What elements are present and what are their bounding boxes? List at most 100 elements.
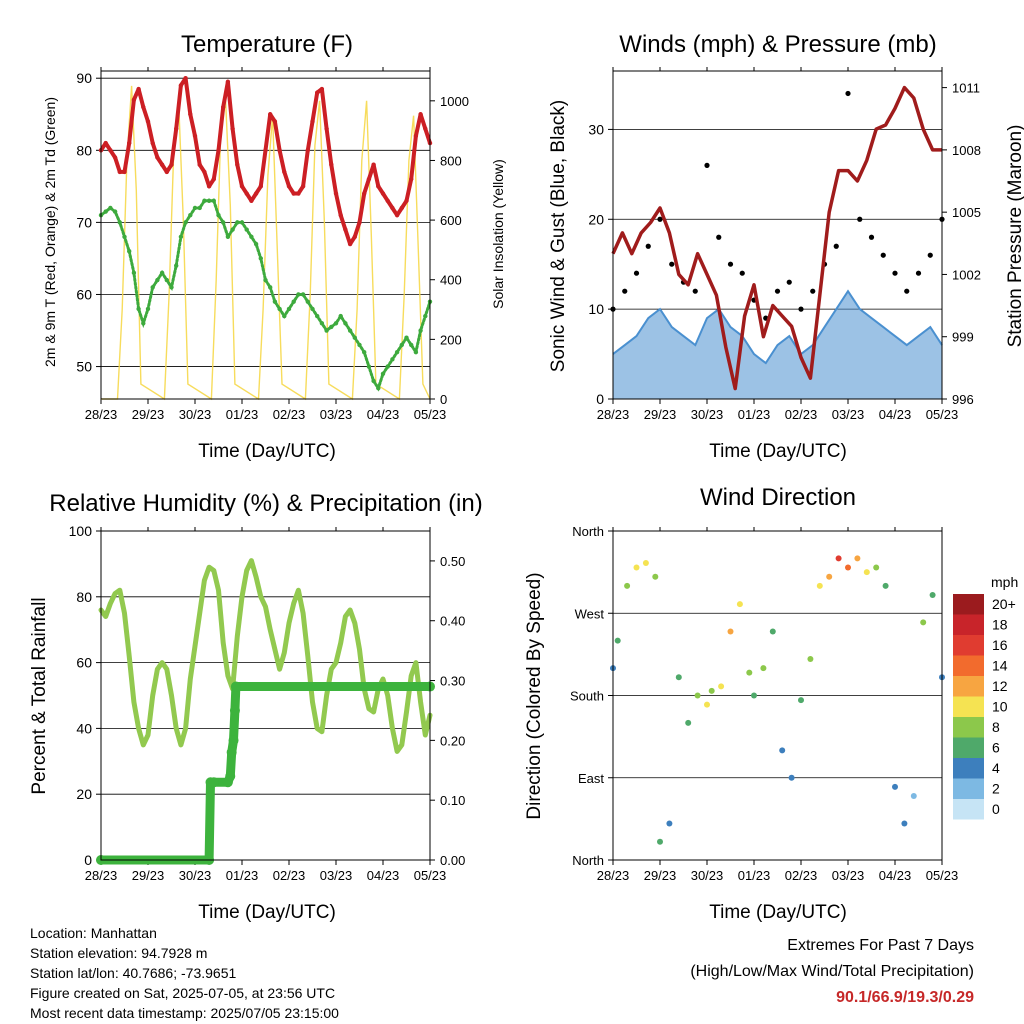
rainfall-point xyxy=(208,777,219,788)
y2-tick-label: 1008 xyxy=(952,143,981,158)
x-tick-label: 04/23 xyxy=(879,868,912,883)
rainfall-point xyxy=(228,735,239,746)
dewpoint-point xyxy=(159,270,165,276)
dewpoint-point xyxy=(117,220,123,225)
x-tick-label: 28/23 xyxy=(597,868,630,883)
dewpoint-point xyxy=(296,292,301,297)
dewpoint-point xyxy=(371,378,376,384)
dewpoint-point xyxy=(268,285,273,290)
temperature-point xyxy=(300,184,306,189)
rainfall-point xyxy=(229,705,240,716)
temperature-point xyxy=(319,86,325,92)
x-tick-label: 03/23 xyxy=(320,868,353,883)
station-info: Location: Manhattan Station elevation: 9… xyxy=(30,923,339,1023)
y-tick-label: North xyxy=(572,853,604,868)
y-tick-label: 0 xyxy=(84,852,92,868)
dewpoint-point xyxy=(385,364,390,369)
wind-direction-point xyxy=(873,564,880,571)
dewpoint-point xyxy=(169,285,174,290)
speed-legend-swatch xyxy=(953,635,984,656)
temperature-point xyxy=(244,191,249,196)
temperature-point xyxy=(357,220,362,225)
speed-legend-label: 20+ xyxy=(992,596,1016,612)
gust-point xyxy=(739,270,745,276)
temperature-point xyxy=(329,162,334,167)
x-tick-label: 01/23 xyxy=(226,407,259,422)
dewpoint-point xyxy=(136,306,141,312)
temperature-point xyxy=(155,155,160,160)
dewpoint-point xyxy=(305,299,310,304)
speed-legend-swatch xyxy=(953,594,984,615)
temperature-point xyxy=(211,176,216,182)
rainfall-point xyxy=(226,747,237,758)
temperature-point xyxy=(338,212,343,218)
dewpoint-point xyxy=(122,234,127,240)
humidity-ylabel: Percent & Total Rainfall xyxy=(29,597,50,794)
dewpoint-point xyxy=(357,342,362,348)
y2-tick-label: 200 xyxy=(440,332,462,347)
gust-point xyxy=(669,261,675,267)
speed-legend-label: 10 xyxy=(992,699,1008,715)
temperature-point xyxy=(286,184,292,189)
y2-tick-label: 0.00 xyxy=(440,853,465,868)
temperature-point xyxy=(178,83,184,88)
plot-frame xyxy=(612,70,943,400)
dewpoint-point xyxy=(131,270,137,276)
speed-legend-label: 4 xyxy=(992,760,1000,776)
x-tick-label: 29/23 xyxy=(644,407,677,422)
wind-direction-title: Wind Direction xyxy=(700,484,856,511)
temperature-point xyxy=(206,184,212,189)
wind-direction-point xyxy=(920,619,927,626)
humidity-title: Relative Humidity (%) & Precipitation (i… xyxy=(49,490,482,517)
temperature-point xyxy=(333,191,339,196)
temperature-point xyxy=(108,148,113,153)
x-tick-label: 05/23 xyxy=(926,407,959,422)
temperature-point xyxy=(423,126,428,131)
wind-direction-point xyxy=(751,692,757,699)
dewpoint-point xyxy=(380,371,386,376)
temperature-point xyxy=(216,148,221,153)
dewpoint-point xyxy=(258,256,263,261)
gust-point xyxy=(904,288,910,294)
wind-direction-point xyxy=(854,555,861,562)
dewpoint-point xyxy=(197,205,202,211)
temperature-line xyxy=(99,76,432,246)
temperature-point xyxy=(235,162,240,167)
temperature-point xyxy=(282,169,287,175)
gust-point xyxy=(657,216,663,222)
wind-direction-point xyxy=(727,628,734,635)
y-tick-label: South xyxy=(570,689,604,704)
wind-direction-point xyxy=(788,774,795,781)
y-tick-label: 50 xyxy=(76,359,92,375)
dewpoint-point xyxy=(188,212,193,218)
extremes-subtitle: (High/Low/Max Wind/Total Precipitation) xyxy=(690,963,974,980)
dewpoint-point xyxy=(343,321,348,326)
dewpoint-point xyxy=(145,306,151,312)
temperature-point xyxy=(385,198,390,203)
temperature-point xyxy=(343,227,348,232)
dewpoint-point xyxy=(155,277,160,283)
plot-frame xyxy=(100,70,431,400)
x-tick-label: 28/23 xyxy=(597,407,630,422)
winds-xlabel: Time (Day/UTC) xyxy=(709,441,847,462)
speed-legend-swatch xyxy=(953,696,984,717)
temperature-point xyxy=(404,198,409,203)
dewpoint-point xyxy=(211,198,216,203)
x-tick-label: 29/23 xyxy=(644,868,677,883)
y-tick-label: 0 xyxy=(596,391,604,407)
temperature-point xyxy=(310,119,315,124)
x-tick-label: 30/23 xyxy=(179,407,212,422)
dewpoint-point xyxy=(324,328,329,333)
temperature-point xyxy=(112,155,118,160)
temperature-point xyxy=(376,184,381,189)
x-tick-label: 05/23 xyxy=(414,407,447,422)
wind-direction-point xyxy=(901,820,908,827)
wind-direction-point xyxy=(746,669,753,676)
y-tick-label: 20 xyxy=(588,211,604,227)
temperature-panel: Temperature (F) Time (Day/UTC) 2m & 9m T… xyxy=(42,31,506,462)
x-tick-label: 30/23 xyxy=(179,868,212,883)
y2-tick-label: 1005 xyxy=(952,205,981,220)
wind-direction-xlabel: Time (Day/UTC) xyxy=(709,902,847,923)
wind-direction-point xyxy=(718,683,725,690)
